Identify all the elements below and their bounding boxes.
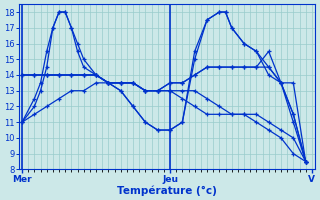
X-axis label: Température (°c): Température (°c) xyxy=(117,185,217,196)
